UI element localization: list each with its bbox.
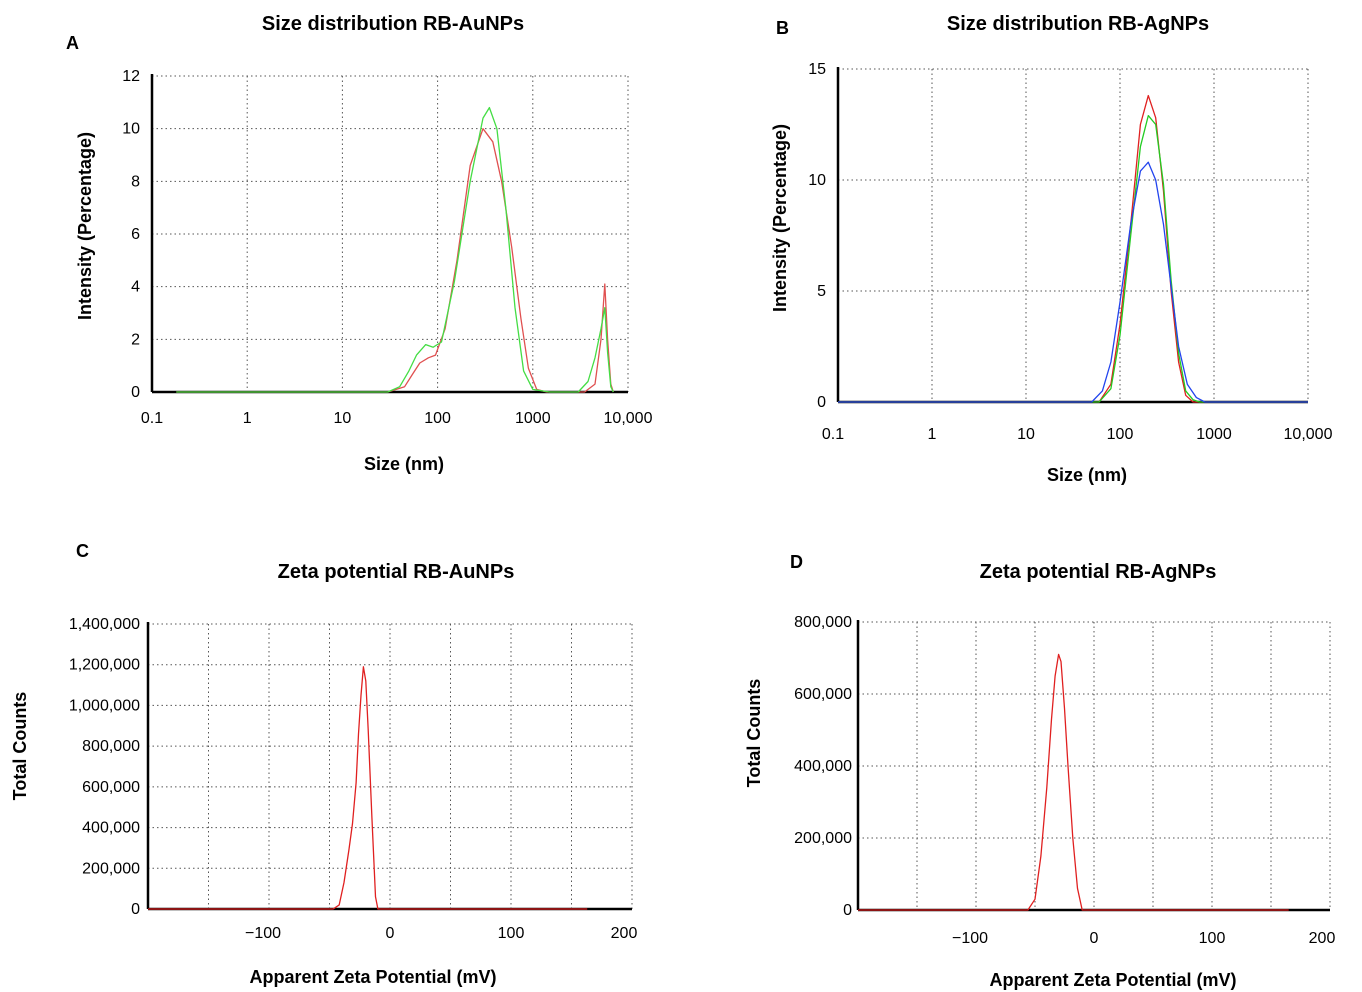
panel-d-x-tick-label: 0 (1090, 930, 1099, 947)
panel-c-x-tick-label: 100 (498, 925, 525, 942)
panel-a-x-tick-label: 10 (334, 410, 352, 427)
panel-letter-a: A (66, 33, 79, 53)
panel-d-y-tick-label: 400,000 (794, 758, 852, 775)
panel-b-x-tick-label: 10 (1017, 426, 1035, 443)
panel-b-y-tick-label: 10 (808, 172, 826, 189)
panel-a-y-tick-label: 4 (131, 279, 140, 296)
panel-letter-d: D (790, 552, 803, 572)
panel-a-y-tick-label: 6 (131, 226, 140, 243)
panel-d-y-tick-label: 0 (843, 902, 852, 919)
panel-letter-c: C (76, 541, 89, 561)
panel-b-x-tick-label: 1 (928, 426, 937, 443)
panel-c-series-line (148, 666, 588, 910)
panel-b-size-distribution-agnps: B Size distribution RB-AgNPs Size (nm) I… (770, 13, 1333, 485)
panel-a-y-tick-label: 8 (131, 173, 140, 190)
panel-b-series-line (838, 161, 1308, 403)
panel-a-y-tick-label: 10 (122, 121, 140, 138)
panel-c-y-tick-label: 0 (131, 901, 140, 918)
panel-c-y-tick-label: 1,400,000 (69, 616, 140, 633)
panel-a-series-line (176, 106, 614, 393)
panel-c-y-tick-label: 1,000,000 (69, 697, 140, 714)
panel-b-series-line (838, 114, 1308, 403)
panel-c-x-tick-label: −100 (245, 925, 281, 942)
panel-a-x-axis-label: Size (nm) (364, 454, 444, 474)
panel-c-x-tick-label: 0 (386, 925, 395, 942)
panel-a-x-tick-label: 10,000 (604, 410, 653, 427)
panel-d-x-tick-label: 200 (1309, 930, 1336, 947)
panel-d-x-tick-label: −100 (952, 930, 988, 947)
panel-b-x-tick-label: 1000 (1196, 426, 1232, 443)
panel-d-y-tick-label: 800,000 (794, 614, 852, 631)
panel-c-y-axis-label: Total Counts (10, 692, 30, 801)
panel-b-x-tick-label: 0.1 (822, 426, 844, 443)
panel-a-x-tick-label: 100 (424, 410, 451, 427)
panel-letter-b: B (776, 18, 789, 38)
panel-a-title: Size distribution RB-AuNPs (262, 13, 524, 35)
panel-a-x-tick-label: 1 (243, 410, 252, 427)
panel-c-y-tick-label: 400,000 (82, 820, 140, 837)
panel-b-y-axis-label: Intensity (Percentage) (770, 124, 790, 312)
panel-c-y-tick-label: 200,000 (82, 860, 140, 877)
panel-c-y-tick-label: 800,000 (82, 738, 140, 755)
panel-c-y-tick-label: 1,200,000 (69, 657, 140, 674)
panel-b-x-tick-label: 100 (1107, 426, 1134, 443)
panel-b-y-tick-label: 15 (808, 61, 826, 78)
panel-a-series-line (176, 128, 614, 393)
panel-b-x-axis-label: Size (nm) (1047, 465, 1127, 485)
panel-a-size-distribution-aunps: A Size distribution RB-AuNPs Size (nm) I… (66, 13, 653, 474)
panel-d-y-tick-label: 600,000 (794, 686, 852, 703)
panel-d-y-axis-label: Total Counts (744, 679, 764, 788)
panel-d-zeta-potential-agnps: D Zeta potential RB-AgNPs Apparent Zeta … (744, 552, 1335, 990)
panel-c-x-axis-label: Apparent Zeta Potential (mV) (249, 967, 496, 987)
panel-d-x-tick-label: 100 (1199, 930, 1226, 947)
panel-b-y-tick-label: 0 (817, 394, 826, 411)
panel-b-title: Size distribution RB-AgNPs (947, 13, 1209, 35)
panel-a-x-tick-label: 0.1 (141, 410, 163, 427)
panel-c-zeta-potential-aunps: C Zeta potential RB-AuNPs Apparent Zeta … (10, 541, 637, 987)
panel-d-title: Zeta potential RB-AgNPs (980, 561, 1217, 583)
panel-a-x-tick-label: 1000 (515, 410, 551, 427)
panel-c-y-tick-label: 600,000 (82, 779, 140, 796)
panel-a-y-axis-label: Intensity (Percentage) (75, 132, 95, 320)
panel-d-y-tick-label: 200,000 (794, 830, 852, 847)
panel-b-y-tick-label: 5 (817, 283, 826, 300)
panel-b-x-tick-label: 10,000 (1284, 426, 1333, 443)
panel-a-y-tick-label: 2 (131, 331, 140, 348)
panel-a-y-tick-label: 12 (122, 68, 140, 85)
panel-d-x-axis-label: Apparent Zeta Potential (mV) (989, 970, 1236, 990)
panel-d-series-line (858, 653, 1289, 911)
panel-c-title: Zeta potential RB-AuNPs (278, 561, 515, 583)
panel-c-x-tick-label: 200 (611, 925, 638, 942)
panel-a-y-tick-label: 0 (131, 384, 140, 401)
panel-b-series-line (838, 94, 1308, 403)
